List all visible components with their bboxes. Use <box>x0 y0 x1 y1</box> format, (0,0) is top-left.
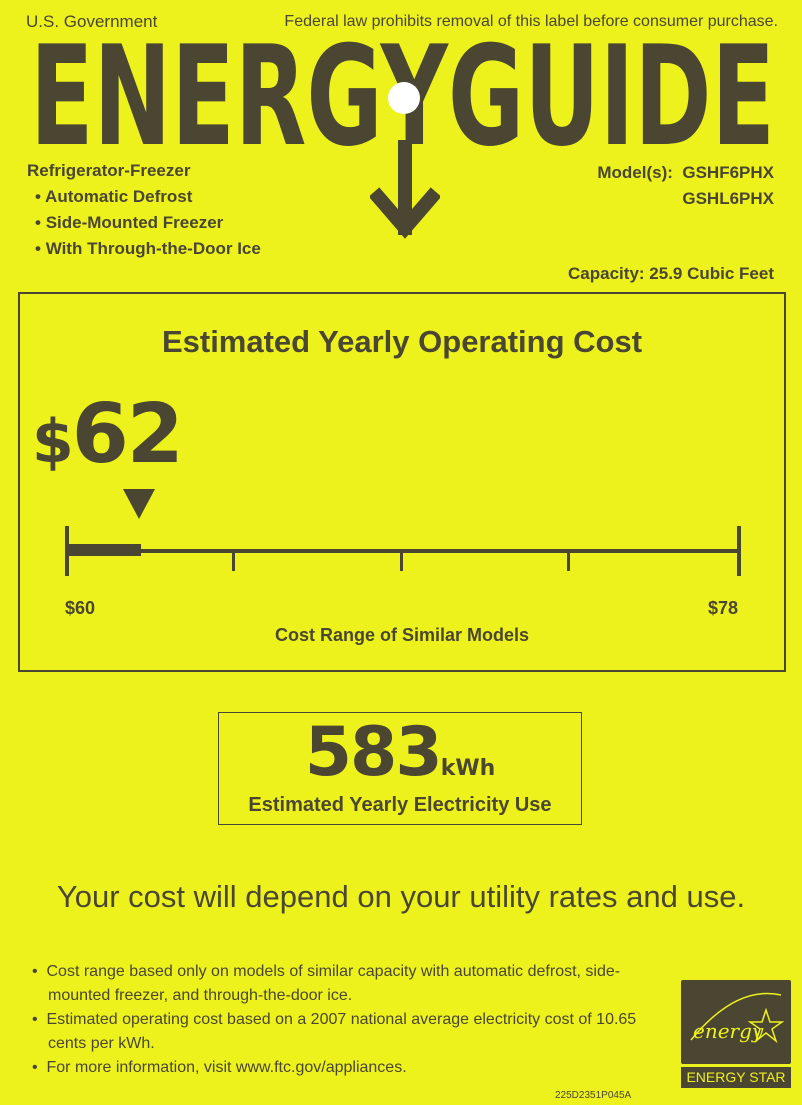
cost-depends-statement: Your cost will depend on your utility ra… <box>56 879 746 914</box>
model-number: GSHL6PHX <box>682 189 774 208</box>
cost-number: 62 <box>71 387 184 482</box>
kwh-number: 583 <box>304 713 443 792</box>
appliance-type: Refrigerator-Freezer <box>27 161 191 180</box>
operating-cost-box: Estimated Yearly Operating Cost $62 $60 … <box>18 292 786 672</box>
cost-title: Estimated Yearly Operating Cost <box>161 324 643 359</box>
appliance-description: Refrigerator-Freezer • Automatic Defrost… <box>27 158 261 262</box>
model-number: GSHF6PHX <box>682 163 774 182</box>
label-code: 225D2351P045A <box>555 1090 632 1101</box>
cost-value: $62 <box>32 394 184 477</box>
energy-star-logo: energy ENERGY STAR <box>681 980 791 1088</box>
note: For more information, visit www.ftc.gov/… <box>46 1059 407 1076</box>
feature: Side-Mounted Freezer <box>45 213 224 232</box>
range-high: $78 <box>707 598 738 618</box>
range-label: Cost Range of Similar Models <box>274 625 530 645</box>
notes: • Cost range based only on models of sim… <box>32 963 637 1076</box>
law-notice: Federal law prohibits removal of this la… <box>284 13 778 30</box>
electricity-use-box: 583kWh Estimated Yearly Electricity Use <box>218 712 582 825</box>
feature: With Through-the-Door Ice <box>45 239 261 258</box>
currency-symbol: $ <box>32 407 74 477</box>
kwh-value: 583kWh <box>219 719 581 787</box>
capacity: Capacity: 25.9 Cubic Feet <box>568 264 774 283</box>
feature: Automatic Defrost <box>45 187 193 206</box>
government-label: U.S. Government <box>26 12 158 31</box>
note: Cost range based only on models of simil… <box>46 963 621 1004</box>
models-label: Model(s): <box>597 163 673 182</box>
kwh-unit: kWh <box>440 756 496 781</box>
energy-star-icon: energy <box>681 980 791 1064</box>
energy-star-label: ENERGY STAR <box>681 1067 791 1088</box>
range-low: $60 <box>65 598 96 618</box>
kwh-label: Estimated Yearly Electricity Use <box>248 794 552 816</box>
hang-hole <box>388 82 420 114</box>
note: Estimated operating cost based on a 2007… <box>46 1011 637 1052</box>
cost-marker-icon <box>123 489 156 519</box>
cost-range-scale <box>65 526 741 576</box>
models: Model(s): GSHF6PHX GSHL6PHX <box>597 160 774 212</box>
cost-position-bar <box>65 544 141 556</box>
down-arrow-icon <box>370 140 440 239</box>
